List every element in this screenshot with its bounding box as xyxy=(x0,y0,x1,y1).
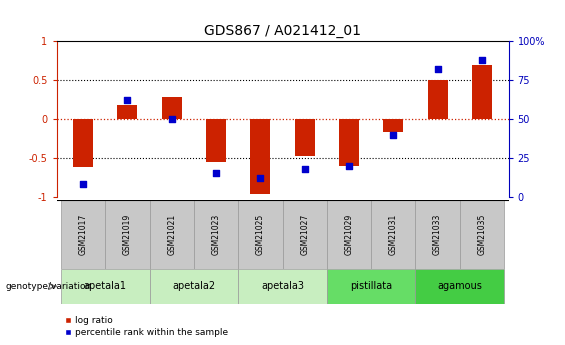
Text: GSM21035: GSM21035 xyxy=(477,214,486,255)
Text: GSM21019: GSM21019 xyxy=(123,214,132,255)
Point xyxy=(79,181,88,187)
Bar xyxy=(238,269,327,304)
Bar xyxy=(327,200,371,269)
Point xyxy=(433,67,442,72)
Text: GSM21029: GSM21029 xyxy=(345,214,354,255)
Text: GSM21023: GSM21023 xyxy=(211,214,220,255)
Bar xyxy=(118,105,137,119)
Bar xyxy=(472,65,492,119)
Bar xyxy=(194,200,238,269)
Text: GSM21031: GSM21031 xyxy=(389,214,398,255)
Bar xyxy=(460,200,504,269)
Point xyxy=(211,170,220,176)
Text: pistillata: pistillata xyxy=(350,282,392,291)
Text: apetala1: apetala1 xyxy=(84,282,127,291)
Text: GSM21017: GSM21017 xyxy=(79,214,88,255)
Point xyxy=(167,116,176,122)
Bar xyxy=(371,200,415,269)
Bar xyxy=(150,269,238,304)
Point xyxy=(477,57,486,63)
Bar xyxy=(250,119,270,194)
Bar xyxy=(206,119,226,162)
Bar xyxy=(105,200,150,269)
Bar xyxy=(415,269,504,304)
Bar xyxy=(282,200,327,269)
Bar xyxy=(73,119,93,167)
Text: GSM21033: GSM21033 xyxy=(433,214,442,255)
Bar xyxy=(327,269,415,304)
Bar xyxy=(383,119,403,132)
Text: GSM21021: GSM21021 xyxy=(167,214,176,255)
Point xyxy=(123,98,132,103)
Text: GSM21027: GSM21027 xyxy=(300,214,309,255)
Bar xyxy=(162,97,182,119)
Text: apetala3: apetala3 xyxy=(261,282,304,291)
Bar xyxy=(428,80,447,119)
Text: apetala2: apetala2 xyxy=(172,282,215,291)
Bar xyxy=(238,200,282,269)
Point xyxy=(345,163,354,168)
Bar xyxy=(61,269,150,304)
Legend: log ratio, percentile rank within the sample: log ratio, percentile rank within the sa… xyxy=(61,313,232,341)
Bar xyxy=(61,200,105,269)
Bar xyxy=(150,200,194,269)
Bar xyxy=(295,119,315,156)
Title: GDS867 / A021412_01: GDS867 / A021412_01 xyxy=(204,23,361,38)
Point xyxy=(256,175,265,181)
Text: genotype/variation: genotype/variation xyxy=(6,282,92,291)
Bar xyxy=(339,119,359,166)
Text: GSM21025: GSM21025 xyxy=(256,214,265,255)
Text: agamous: agamous xyxy=(437,282,482,291)
Point xyxy=(389,132,398,137)
Point xyxy=(300,166,309,171)
Bar xyxy=(415,200,460,269)
